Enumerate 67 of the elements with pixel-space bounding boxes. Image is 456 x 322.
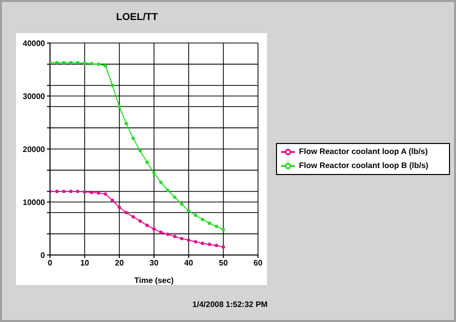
point [62, 190, 66, 194]
point [124, 122, 128, 126]
point [152, 171, 156, 175]
point [138, 148, 142, 152]
point [104, 192, 108, 196]
text: 1/4/2008 1:52:32 PM [191, 300, 269, 309]
point [90, 190, 94, 194]
point [222, 245, 226, 249]
point [194, 240, 198, 244]
x-axis-title: Time (sec) [134, 276, 174, 285]
point [159, 230, 163, 234]
point [159, 180, 163, 184]
point [138, 219, 142, 223]
point [194, 214, 198, 217]
point [76, 190, 80, 194]
point [180, 236, 184, 240]
point [131, 215, 135, 219]
x-tick-label: 30 [150, 258, 159, 268]
x-tick-label: 0 [48, 258, 53, 268]
point [110, 84, 114, 88]
point [208, 242, 212, 246]
point [214, 224, 218, 228]
point [82, 190, 86, 194]
x-tick-label: 20 [114, 258, 124, 268]
point [62, 60, 66, 64]
point [55, 190, 59, 194]
x-tick-label: 50 [218, 258, 228, 268]
x-tick-label: 60 [254, 258, 263, 268]
y-tick-label: 0 [40, 250, 46, 260]
point [208, 221, 212, 225]
legend-label: Flow Reactor coolant loop B (lb/s) [299, 161, 428, 170]
x-tick-label: 10 [80, 258, 90, 268]
point [90, 62, 94, 66]
point [173, 195, 177, 199]
point [186, 238, 190, 242]
point [96, 62, 100, 66]
legend-label: Flow Reactor coolant loop A (lb/s) [299, 147, 428, 156]
point [110, 198, 114, 202]
y-tick-label: 10000 [22, 198, 46, 207]
y-tick-label: 40000 [22, 38, 46, 48]
point [145, 224, 149, 228]
point [180, 202, 184, 206]
point [200, 242, 204, 246]
chart-title: LOEL/TT [115, 12, 159, 23]
point [69, 190, 73, 194]
point [166, 188, 170, 192]
y-tick-label: 30000 [22, 92, 46, 101]
point [82, 61, 86, 65]
point [124, 210, 128, 214]
point [118, 104, 122, 108]
point [214, 244, 218, 248]
point [152, 227, 156, 231]
point [104, 64, 108, 68]
point [96, 191, 100, 195]
point [131, 136, 135, 140]
point [76, 60, 80, 64]
point [166, 232, 170, 236]
point [186, 209, 190, 213]
point [200, 218, 204, 222]
point [145, 160, 149, 164]
y-tick-label: 20000 [22, 144, 46, 154]
point [173, 234, 177, 238]
x-tick-label: 40 [184, 258, 194, 268]
point [55, 60, 59, 64]
point [222, 228, 226, 232]
point [69, 60, 73, 64]
point [118, 206, 122, 210]
